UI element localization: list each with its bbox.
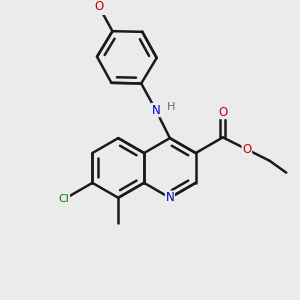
Text: N: N [166, 191, 174, 204]
Text: Cl: Cl [58, 194, 69, 204]
Text: O: O [218, 106, 227, 118]
Text: O: O [242, 143, 251, 156]
Text: O: O [94, 0, 104, 13]
Text: H: H [167, 102, 176, 112]
Text: N: N [152, 103, 160, 117]
